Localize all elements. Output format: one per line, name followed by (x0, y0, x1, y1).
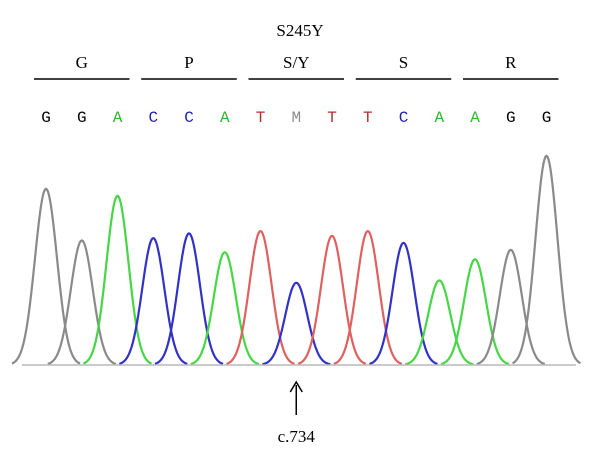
trace-peak (83, 194, 152, 365)
trace-peak (47, 239, 117, 366)
base-call: T (256, 109, 266, 127)
base-call: G (41, 109, 51, 127)
base-call: T (327, 109, 337, 127)
codon-label: G (76, 53, 88, 72)
codon-label: P (184, 53, 193, 72)
mutation-title: S245Y (276, 21, 323, 40)
base-call: G (506, 109, 516, 127)
trace-peak (476, 248, 546, 366)
base-call: C (148, 109, 158, 127)
trace-peak (226, 230, 295, 365)
trace-peak (118, 237, 188, 365)
base-call: G (542, 109, 552, 127)
base-call: M (291, 109, 301, 127)
trace-peak (262, 281, 331, 366)
trace-peak (154, 232, 224, 365)
trace-peak (297, 234, 367, 365)
mutation-arrow-icon (289, 380, 303, 415)
trace-peak (405, 279, 474, 366)
base-call: A (434, 109, 444, 127)
trace-peak (440, 258, 510, 366)
codon-row: G P S/Y S R (34, 53, 559, 80)
base-call: C (399, 109, 409, 127)
codon-label: S/Y (283, 53, 309, 72)
trace-peak (512, 154, 581, 365)
base-call: C (184, 109, 194, 127)
trace-peak (333, 230, 403, 365)
base-call: T (363, 109, 373, 127)
base-call: A (470, 109, 480, 127)
base-call: A (113, 109, 123, 127)
mutation-position-label: c.734 (278, 427, 316, 446)
trace-peak (369, 241, 438, 366)
codon-label: S (399, 53, 408, 72)
base-call: G (77, 109, 87, 127)
codon-label: R (505, 53, 517, 72)
base-call: A (220, 109, 230, 127)
trace-peak (11, 187, 81, 365)
trace-area (11, 154, 581, 366)
trace-peak (190, 251, 260, 366)
